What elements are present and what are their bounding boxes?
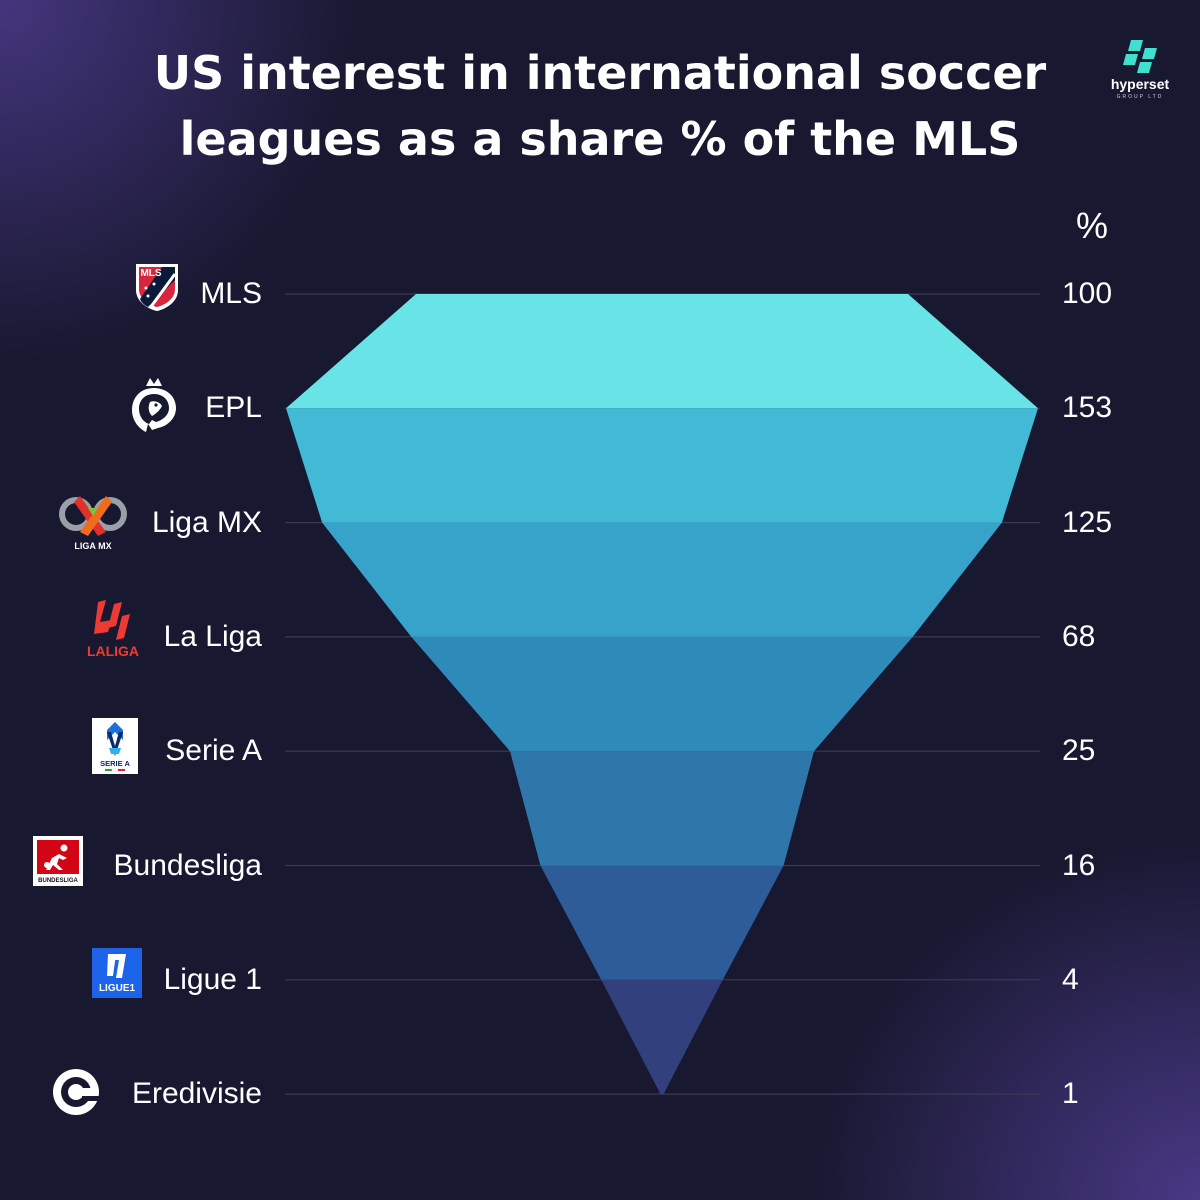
league-label-bundesliga: Bundesliga bbox=[113, 848, 262, 882]
value-label-ligue-1: 4 bbox=[1062, 962, 1079, 996]
laliga-logo-icon: LALIGA bbox=[84, 598, 142, 660]
league-label-ligue-1: Ligue 1 bbox=[163, 962, 262, 996]
eredivisie-logo-icon bbox=[50, 1067, 104, 1117]
hyperset-mark-icon bbox=[1123, 40, 1157, 73]
brand-name: hyperset bbox=[1110, 76, 1170, 92]
funnel-band-liga-mx bbox=[322, 522, 1002, 637]
funnel-band-ligue-1 bbox=[601, 979, 723, 1095]
league-label-epl: EPL bbox=[205, 391, 262, 425]
league-label-serie-a: Serie A bbox=[165, 734, 262, 768]
value-label-liga-mx: 125 bbox=[1062, 505, 1113, 539]
brand-subtitle: GROUP LTD bbox=[1116, 94, 1164, 100]
funnel-band-bundesliga bbox=[540, 865, 784, 980]
brand-logo: hyperset GROUP LTD bbox=[1100, 38, 1180, 106]
value-label-serie-a: 25 bbox=[1062, 734, 1096, 768]
svg-text:LIGUE1: LIGUE1 bbox=[99, 983, 136, 994]
league-label-la-liga: La Liga bbox=[163, 619, 262, 653]
svg-text:LIGA MX: LIGA MX bbox=[74, 541, 111, 551]
funnel-bands bbox=[286, 294, 1038, 1095]
ligamx-logo-icon: LIGA MX bbox=[58, 494, 128, 552]
bundesliga-logo-icon: BUNDESLIGA bbox=[33, 836, 83, 886]
unit-label: % bbox=[1076, 205, 1109, 246]
epl-lion-logo-icon bbox=[128, 376, 180, 438]
svg-text:SERIE A: SERIE A bbox=[100, 759, 130, 768]
league-label-liga-mx: Liga MX bbox=[151, 505, 262, 539]
value-label-bundesliga: 16 bbox=[1062, 848, 1096, 882]
league-label-mls: MLS bbox=[200, 277, 262, 310]
value-label-la-liga: 68 bbox=[1062, 619, 1096, 653]
funnel-band-serie-a bbox=[510, 751, 814, 866]
value-label-mls: 100 bbox=[1062, 277, 1113, 310]
seriea-logo-icon: SERIE A bbox=[92, 718, 138, 774]
mls-logo-icon: MLS bbox=[134, 262, 180, 312]
value-label-epl: 153 bbox=[1062, 391, 1113, 425]
funnel-band-la-liga bbox=[411, 636, 913, 752]
svg-text:BUNDESLIGA: BUNDESLIGA bbox=[38, 878, 78, 884]
svg-text:LALIGA: LALIGA bbox=[87, 643, 139, 659]
svg-text:MLS: MLS bbox=[140, 268, 161, 279]
value-label-eredivisie: 1 bbox=[1062, 1077, 1079, 1111]
league-label-eredivisie: Eredivisie bbox=[131, 1077, 262, 1111]
funnel-band-mls bbox=[286, 294, 1038, 409]
chart-title: US interest in international soccer leag… bbox=[153, 46, 1047, 166]
funnel-band-epl bbox=[286, 408, 1038, 523]
ligue1-logo-icon: LIGUE1 bbox=[92, 948, 142, 998]
